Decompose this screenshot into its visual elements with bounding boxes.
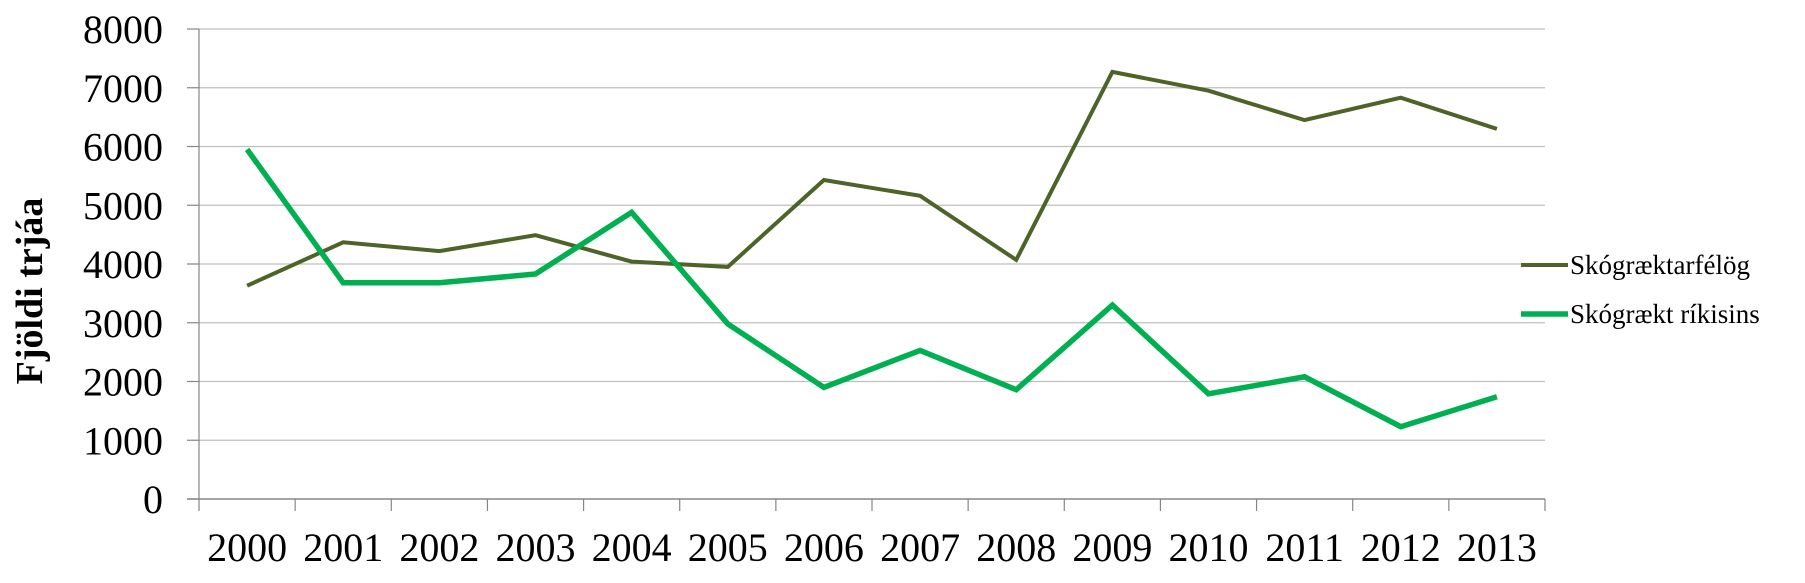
y-tick-label: 5000 [83,183,163,228]
y-tick-label: 3000 [83,301,163,346]
legend: Skógræktarfélög Skógrækt ríkisins [1521,250,1760,329]
y-tick-label: 0 [143,477,163,522]
x-tick-label: 2005 [688,525,768,570]
x-tick-label: 2012 [1361,525,1441,570]
y-tick-label: 4000 [83,242,163,287]
y-tick-label: 8000 [83,7,163,52]
legend-label: Skógrækt ríkisins [1570,299,1760,329]
y-tick-label: 6000 [83,125,163,170]
data-series [244,69,1498,430]
x-tick-label: 2008 [976,525,1056,570]
x-tick-label: 2001 [303,525,383,570]
x-tick-label: 2009 [1072,525,1152,570]
legend-label: Skógræktarfélög [1570,250,1750,280]
x-tick-label: 2007 [880,525,960,570]
gridlines [199,28,1545,441]
y-tick-label: 7000 [83,66,163,111]
y-tick-label: 1000 [83,418,163,463]
y-tick-label: 2000 [83,360,163,405]
series-line-2 [244,147,1498,430]
x-tick-label: 2003 [496,525,576,570]
y-axis-tick-labels: 0 1000 2000 3000 4000 5000 6000 7000 8000 [83,7,163,522]
x-tick-label: 2010 [1169,525,1249,570]
x-tick-label: 2006 [784,525,864,570]
x-tick-label: 2000 [207,525,287,570]
x-tick-label: 2013 [1457,525,1537,570]
y-axis-title: Fjöldi trjáa [9,198,51,385]
series-line-1 [246,69,1498,288]
x-tick-label: 2002 [399,525,479,570]
axes [187,28,1546,511]
legend-item: Skógrækt ríkisins [1521,299,1760,329]
x-axis-tick-labels: 2000 2001 2002 2003 2004 2005 2006 2007 2008 2009… [207,525,1537,570]
legend-item: Skógræktarfélög [1521,250,1750,280]
x-tick-label: 2004 [592,525,672,570]
x-tick-label: 2011 [1265,525,1344,570]
